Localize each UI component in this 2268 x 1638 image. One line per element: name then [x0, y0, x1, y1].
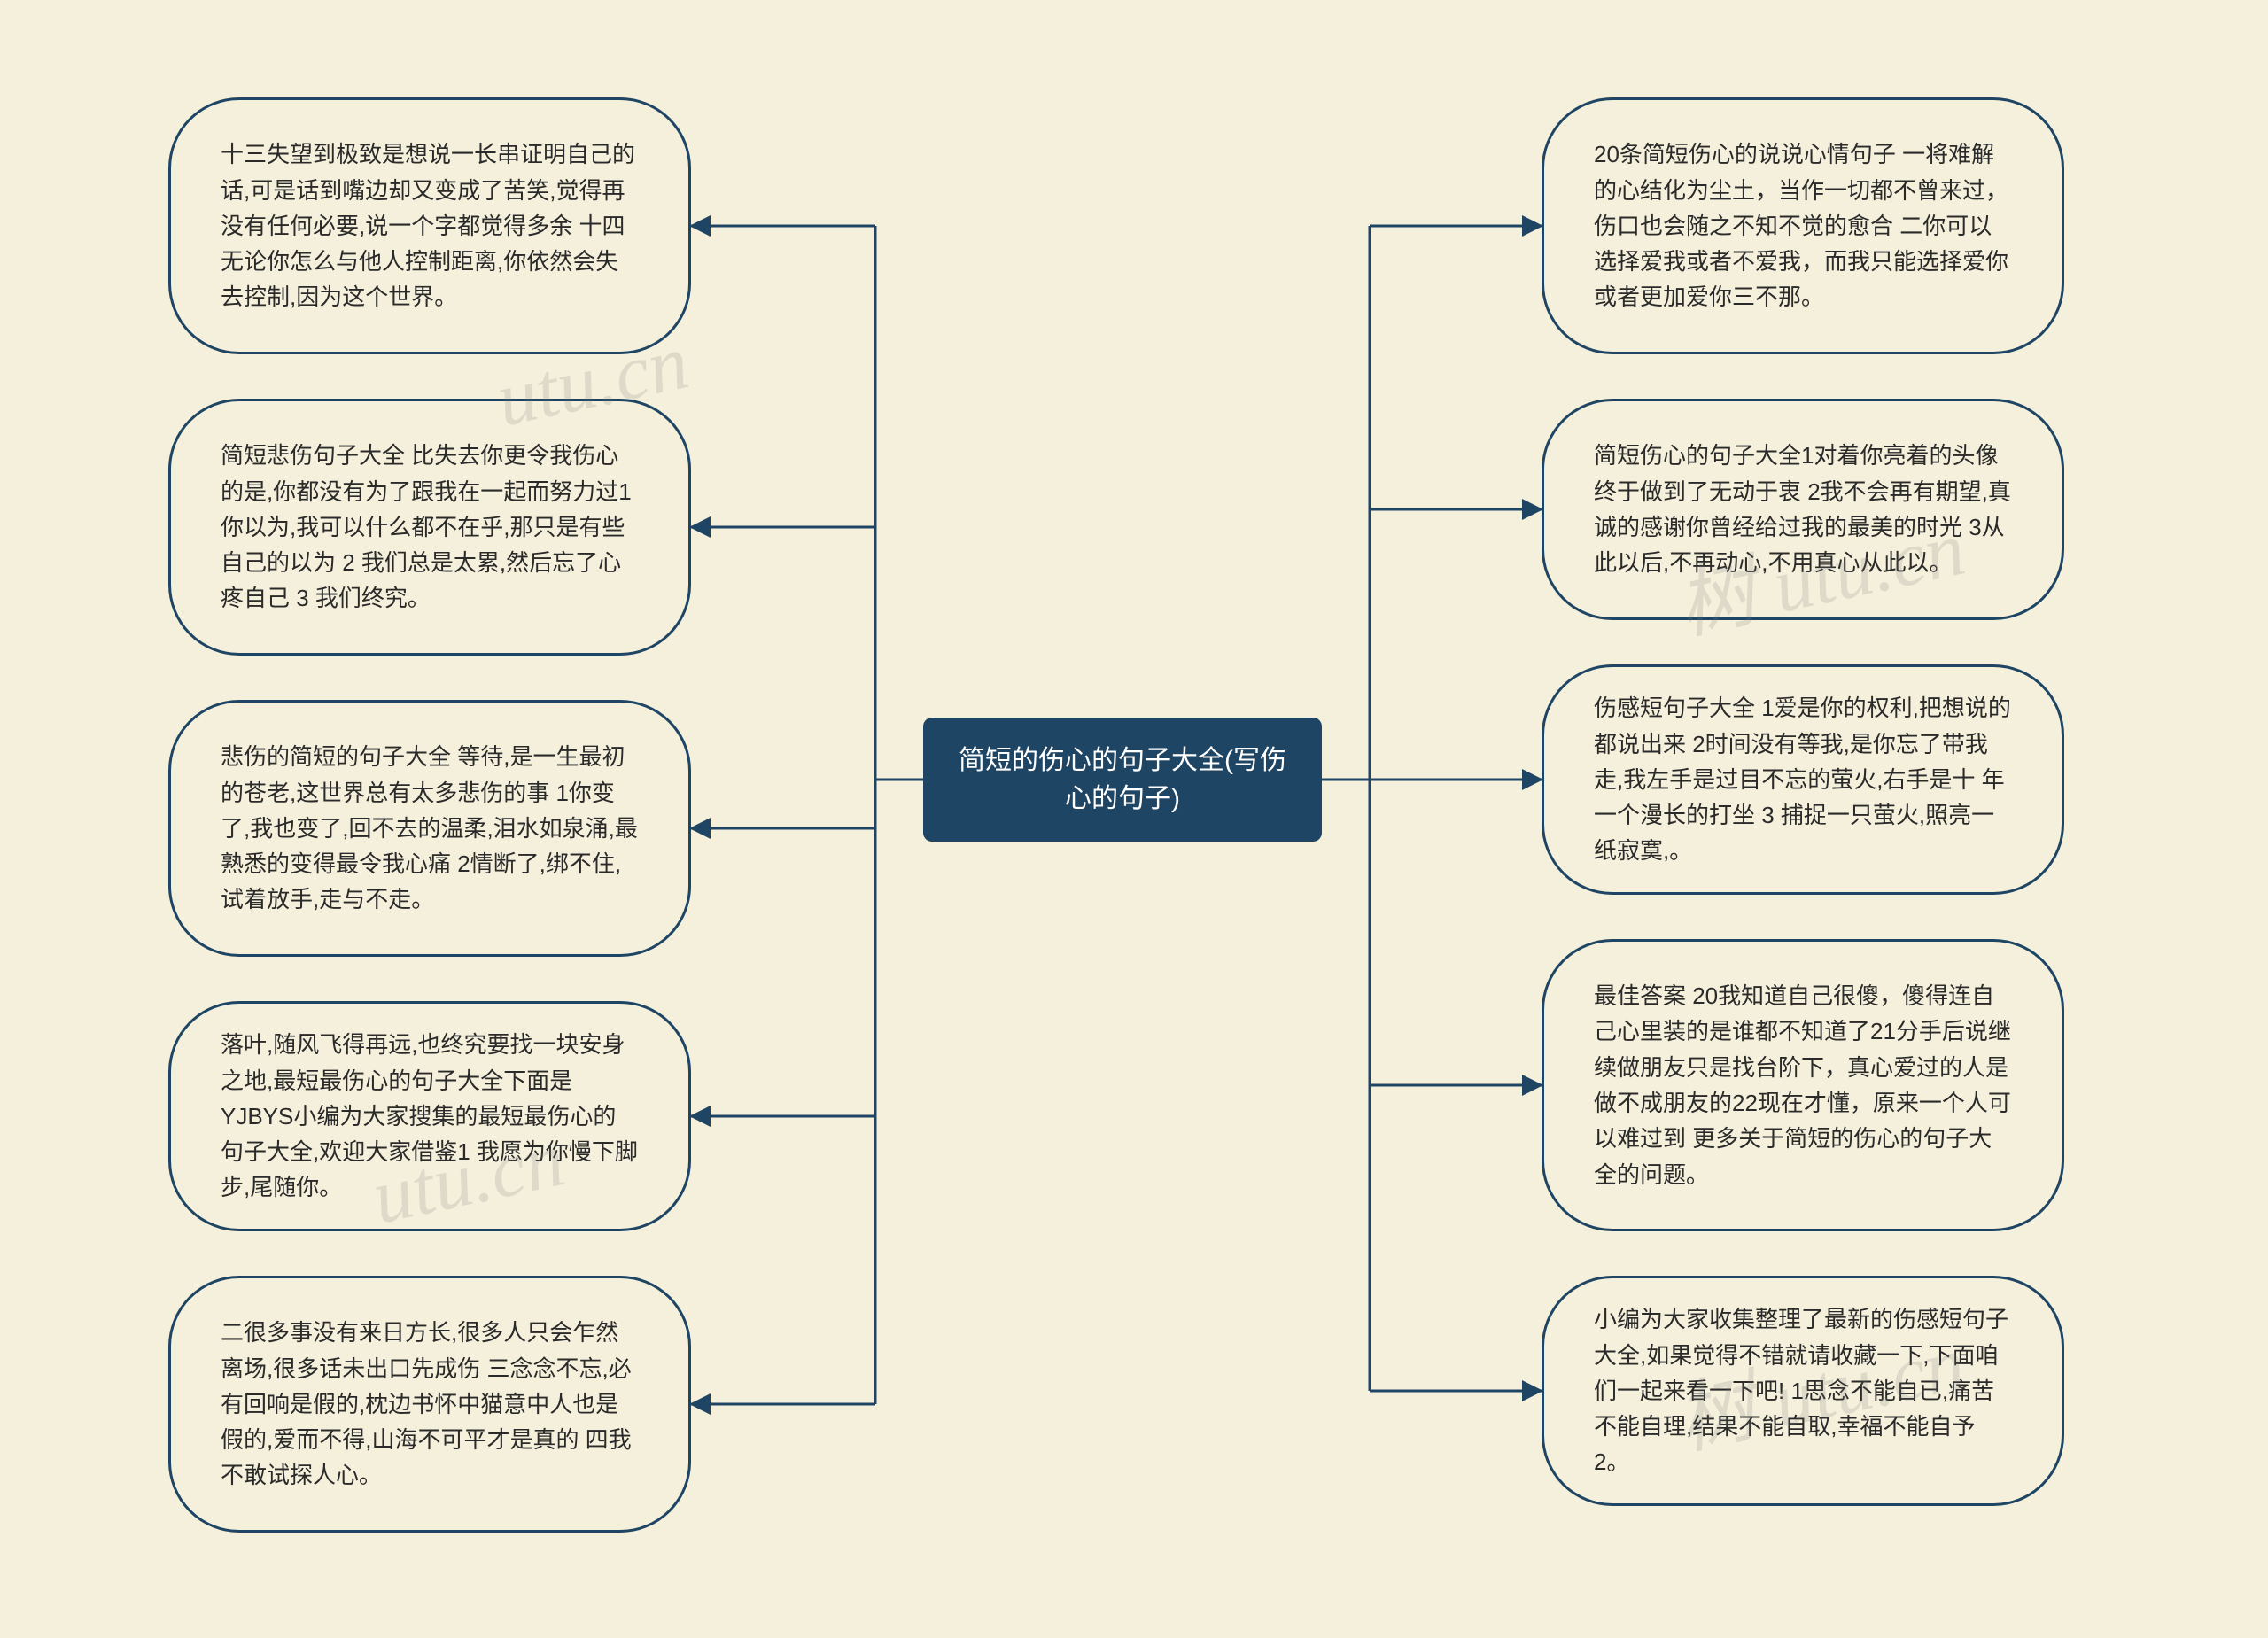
left-leaf-label-3: 落叶,随风飞得再远,也终究要找一块安身之地,最短最伤心的句子大全下面是YJBYS…	[221, 1027, 639, 1205]
right-leaf-label-1: 简短伤心的句子大全1对着你亮着的头像终于做到了无动于衷 2我不会再有期望,真诚的…	[1594, 438, 2012, 580]
right-leaf-2: 伤感短句子大全 1爱是你的权利,把想说的都说出来 2时间没有等我,是你忘了带我走…	[1542, 664, 2064, 895]
left-leaf-1: 简短悲伤句子大全 比失去你更令我伤心的是,你都没有为了跟我在一起而努力过1 你以…	[168, 399, 691, 656]
right-leaf-1: 简短伤心的句子大全1对着你亮着的头像终于做到了无动于衷 2我不会再有期望,真诚的…	[1542, 399, 2064, 620]
left-leaf-label-2: 悲伤的简短的句子大全 等待,是一生最初的苍老,这世界总有太多悲伤的事 1你变了,…	[221, 739, 639, 917]
left-leaf-0: 十三失望到极致是想说一长串证明自己的话,可是话到嘴边却又变成了苦笑,觉得再没有任…	[168, 97, 691, 354]
right-leaf-0: 20条简短伤心的说说心情句子 一将难解的心结化为尘土，当作一切都不曾来过，伤口也…	[1542, 97, 2064, 354]
right-leaf-label-3: 最佳答案 20我知道自己很傻，傻得连自己心里装的是谁都不知道了21分手后说继续做…	[1594, 978, 2012, 1192]
right-leaf-3: 最佳答案 20我知道自己很傻，傻得连自己心里装的是谁都不知道了21分手后说继续做…	[1542, 939, 2064, 1231]
center-node-label: 简短的伤心的句子大全(写伤心的句子)	[948, 741, 1297, 819]
right-leaf-4: 小编为大家收集整理了最新的伤感短句子大全,如果觉得不错就请收藏一下,下面咱们一起…	[1542, 1276, 2064, 1506]
left-leaf-label-0: 十三失望到极致是想说一长串证明自己的话,可是话到嘴边却又变成了苦笑,觉得再没有任…	[221, 136, 639, 314]
center-node: 简短的伤心的句子大全(写伤心的句子)	[923, 718, 1322, 842]
left-leaf-label-4: 二很多事没有来日方长,很多人只会乍然离场,很多话未出口先成伤 三念念不忘,必有回…	[221, 1315, 639, 1493]
left-leaf-2: 悲伤的简短的句子大全 等待,是一生最初的苍老,这世界总有太多悲伤的事 1你变了,…	[168, 700, 691, 957]
left-leaf-3: 落叶,随风飞得再远,也终究要找一块安身之地,最短最伤心的句子大全下面是YJBYS…	[168, 1001, 691, 1231]
right-leaf-label-4: 小编为大家收集整理了最新的伤感短句子大全,如果觉得不错就请收藏一下,下面咱们一起…	[1594, 1301, 2012, 1479]
left-leaf-4: 二很多事没有来日方长,很多人只会乍然离场,很多话未出口先成伤 三念念不忘,必有回…	[168, 1276, 691, 1533]
right-leaf-label-2: 伤感短句子大全 1爱是你的权利,把想说的都说出来 2时间没有等我,是你忘了带我走…	[1594, 690, 2012, 868]
right-leaf-label-0: 20条简短伤心的说说心情句子 一将难解的心结化为尘土，当作一切都不曾来过，伤口也…	[1594, 136, 2012, 314]
left-leaf-label-1: 简短悲伤句子大全 比失去你更令我伤心的是,你都没有为了跟我在一起而努力过1 你以…	[221, 438, 639, 616]
